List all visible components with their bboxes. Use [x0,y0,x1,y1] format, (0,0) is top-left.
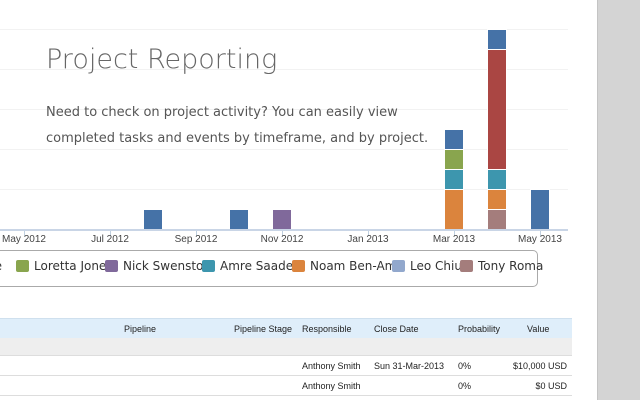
x-tick-label: Nov 2012 [260,234,304,245]
cell-close-date: Sun 31-Mar-2013 [374,361,445,371]
cell-probability: 0% [458,381,472,391]
group-row [0,338,572,356]
gridline [0,29,568,30]
x-axis [0,229,568,231]
x-tick [24,231,25,236]
x-tick-label: May 2013 [518,234,562,245]
legend-label: Tony Roma [478,259,544,273]
x-tick-label: Jul 2012 [91,234,129,245]
bar-segment[interactable] [487,49,507,169]
cell-responsible: Anthony Smith [302,361,361,371]
legend-label: Nick Swenston [123,259,211,273]
x-tick [540,231,541,236]
gridline [0,69,568,70]
legend-swatch [392,260,405,272]
legend-swatch [292,260,305,272]
bar-segment[interactable] [487,189,507,209]
legend-item[interactable]: Amre Saadeh [202,259,301,273]
page-description: Need to check on project activity? You c… [46,105,429,146]
x-tick [368,231,369,236]
gridline [0,109,568,110]
table-row[interactable]: Anthony Smith Sun 31-Mar-2013 0% $10,000… [0,356,572,376]
bar-segment[interactable] [444,129,464,149]
gridline [0,189,568,190]
x-tick [196,231,197,236]
legend-swatch [16,260,29,272]
table-header: Pipeline Pipeline Stage Responsible Clos… [0,318,572,338]
col-probability[interactable]: Probability [458,324,501,334]
legend-item[interactable]: Tony Roma [460,259,543,273]
legend-label: ne [0,259,2,273]
x-tick-label: May 2012 [2,234,46,245]
bar-segment[interactable] [229,209,249,229]
cell-value: $0 USD [535,381,567,391]
x-tick [110,231,111,236]
chart-legend: ne Loretta Jones Nick Swenston Amre Saad… [0,250,543,287]
report-panel: May 2012 Jul 2012 Sep 2012 Nov 2012 Jan 2013… [0,29,572,396]
gridline [0,149,568,150]
legend-label: Leo Chiu [410,259,462,273]
legend-item[interactable]: Loretta Jones [16,259,113,273]
bar-segment[interactable] [444,189,464,229]
x-tick-label: Sep 2012 [174,234,218,245]
bar-segment[interactable] [272,209,292,229]
cell-responsible: Anthony Smith [302,381,361,391]
cell-probability: 0% [458,361,472,371]
x-tick [282,231,283,236]
side-panel [597,0,640,400]
bar-segment[interactable] [530,189,550,229]
legend-label: Amre Saadeh [220,259,301,273]
legend-item[interactable]: Noam Ben-Ami [292,259,400,273]
legend-swatch [202,260,215,272]
legend-swatch [105,260,118,272]
bar-segment[interactable] [487,29,507,49]
col-responsible[interactable]: Responsible [302,324,352,334]
x-tick-label: Mar 2013 [432,234,476,245]
cell-value: $10,000 USD [512,361,567,371]
col-close-date[interactable]: Close Date [374,324,419,334]
bar-segment[interactable] [444,149,464,169]
x-tick-label: Jan 2013 [347,234,389,245]
table-row[interactable]: Anthony Smith 0% $0 USD [0,376,572,396]
bar-segment[interactable] [143,209,163,229]
bar-segment[interactable] [444,169,464,189]
legend-item[interactable]: ne [0,259,2,273]
legend-item[interactable]: Leo Chiu [392,259,462,273]
page-title: Project Reporting [46,44,278,75]
col-pipeline[interactable]: Pipeline [124,324,157,334]
bar-segment[interactable] [487,169,507,189]
legend-label: Loretta Jones [34,259,113,273]
legend-label: Noam Ben-Ami [310,259,400,273]
legend-swatch [460,260,473,272]
legend-item[interactable]: Nick Swenston [105,259,211,273]
col-value[interactable]: Value [527,324,550,334]
x-tick [454,231,455,236]
col-pipeline-stage[interactable]: Pipeline Stage [234,324,293,334]
bar-segment[interactable] [487,209,507,229]
